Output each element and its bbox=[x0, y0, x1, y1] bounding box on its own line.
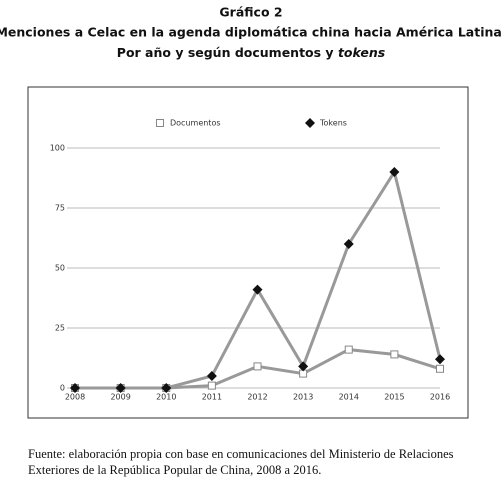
y-tick-label: 25 bbox=[55, 324, 65, 333]
x-tick-label: 2012 bbox=[247, 393, 267, 402]
y-tick-label: 50 bbox=[55, 264, 65, 273]
data-point bbox=[344, 345, 353, 354]
data-point bbox=[298, 361, 309, 372]
data-point bbox=[343, 239, 354, 249]
legend-label: Documentos bbox=[170, 119, 221, 128]
data-point bbox=[161, 383, 172, 393]
legend-marker bbox=[305, 118, 315, 128]
data-point bbox=[206, 371, 217, 381]
x-tick-label: 2015 bbox=[384, 393, 404, 402]
chart-frame bbox=[27, 86, 469, 419]
data-point bbox=[435, 354, 445, 365]
x-tick-label: 2008 bbox=[65, 393, 85, 402]
chart-title: Menciones a Celac en la agenda diplomáti… bbox=[0, 25, 503, 40]
x-tick-label: 2016 bbox=[430, 393, 450, 402]
data-point bbox=[253, 362, 262, 371]
source-line: Fuente: elaboración propia con base en c… bbox=[28, 447, 454, 461]
data-point bbox=[70, 383, 80, 393]
y-tick-label: 0 bbox=[60, 384, 65, 393]
data-point bbox=[390, 350, 399, 359]
x-tick-label: 2011 bbox=[202, 393, 222, 402]
source-line: Exteriores de la República Popular de Ch… bbox=[28, 463, 321, 477]
y-tick-label: 100 bbox=[50, 144, 65, 153]
x-tick-label: 2009 bbox=[110, 393, 130, 402]
data-point bbox=[207, 381, 216, 390]
legend-marker bbox=[156, 119, 164, 127]
subtitle-emphasis: tokens bbox=[338, 45, 385, 60]
series-line bbox=[75, 168, 442, 390]
data-point bbox=[115, 383, 126, 393]
legend-label: Tokens bbox=[319, 119, 347, 128]
y-tick-label: 75 bbox=[55, 204, 65, 213]
data-point bbox=[436, 364, 444, 373]
chart-subtitle: Por año y según documentos y tokens bbox=[117, 45, 385, 60]
data-point bbox=[252, 284, 263, 295]
x-tick-label: 2013 bbox=[293, 393, 313, 402]
subtitle-text: Por año y según documentos y bbox=[117, 45, 334, 60]
data-point bbox=[389, 167, 400, 177]
x-tick-label: 2014 bbox=[339, 393, 359, 402]
x-tick-label: 2010 bbox=[156, 393, 176, 402]
chart-label: Gráfico 2 bbox=[219, 5, 282, 20]
